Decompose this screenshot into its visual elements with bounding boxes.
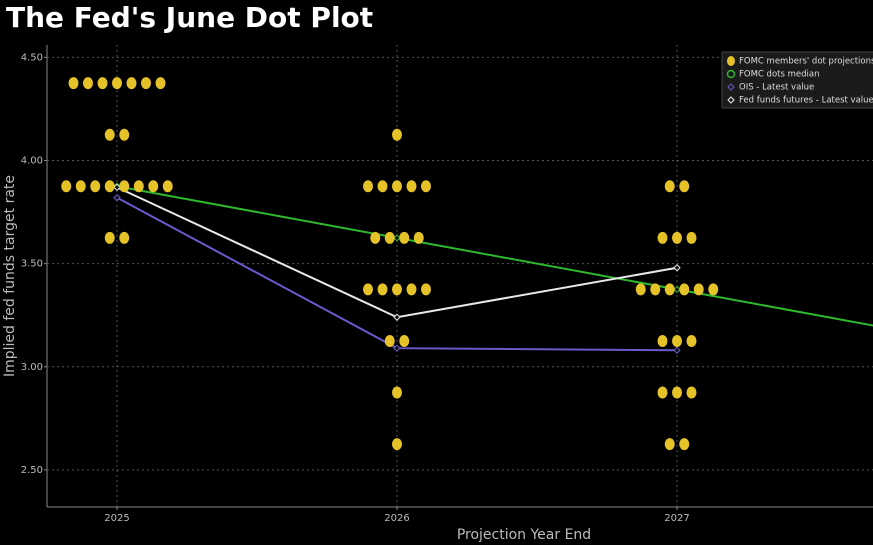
legend-swatch: [727, 56, 735, 66]
y-tick-label: 2.50: [21, 465, 43, 476]
point-marker: [393, 344, 401, 352]
dot: [363, 180, 373, 193]
dot: [126, 77, 137, 90]
point-marker: [673, 264, 681, 272]
dot: [693, 283, 704, 296]
dot: [664, 283, 675, 296]
dot: [392, 386, 402, 399]
dot: [421, 180, 431, 193]
x-tick-label: 2027: [664, 513, 689, 524]
dot: [162, 180, 173, 193]
dot: [664, 438, 675, 451]
dot: [657, 231, 668, 244]
dot: [392, 438, 402, 451]
dot: [384, 334, 395, 347]
dot: [672, 334, 682, 347]
point-marker: [393, 234, 401, 242]
dot: [363, 283, 373, 296]
dot: [104, 231, 115, 244]
dot: [664, 180, 675, 193]
dot: [148, 180, 159, 193]
dot: [672, 231, 682, 244]
dot: [399, 231, 410, 244]
dot: [141, 77, 151, 90]
dot: [133, 180, 144, 193]
point-marker: [113, 183, 121, 192]
y-tick-label: 3.50: [21, 259, 43, 270]
dot: [392, 128, 402, 141]
x-axis-label: Projection Year End: [457, 527, 591, 543]
dot: [686, 386, 697, 399]
dot: [686, 231, 697, 244]
dot: [119, 128, 130, 141]
dot: [384, 231, 395, 244]
dot: [406, 283, 417, 296]
dot: [679, 180, 690, 193]
point-marker: [113, 193, 121, 202]
legend-label: OIS - Latest value: [739, 83, 814, 93]
y-tick-label: 4.50: [21, 52, 43, 63]
legend-label: FOMC dots median: [739, 70, 819, 80]
dot: [650, 283, 661, 296]
legend-label: FOMC members' dot projections f: [739, 57, 873, 67]
dot: [155, 77, 166, 90]
y-tick-label: 3.00: [21, 362, 43, 373]
x-tick-label: 2025: [104, 513, 129, 524]
dot: [112, 77, 122, 90]
dot: [686, 334, 697, 347]
dot: [104, 128, 115, 141]
dot: [377, 283, 388, 296]
y-axis-label: Implied fed funds target rate: [2, 175, 18, 377]
legend-box: [721, 51, 873, 109]
dot: [119, 231, 130, 244]
dot: [679, 283, 690, 296]
dot: [377, 180, 388, 193]
dot: [406, 180, 417, 193]
dot: [97, 77, 108, 90]
point-marker: [673, 346, 681, 354]
dot: [83, 77, 93, 90]
dot: [392, 180, 402, 193]
x-tick-label: 2026: [384, 513, 409, 524]
legend-swatch: [727, 96, 735, 104]
legend-swatch: [726, 69, 736, 79]
dot: [119, 180, 130, 193]
dot: [61, 180, 72, 193]
legend: FOMC members' dot projections f FOMC dots…: [721, 51, 873, 109]
dot: [370, 231, 381, 244]
dot: [104, 180, 115, 193]
legend-swatch: [727, 83, 735, 91]
point-marker: [673, 285, 681, 294]
dot: [68, 77, 79, 90]
dot: [657, 334, 668, 347]
dot: [90, 180, 101, 193]
y-tick-label: 4.00: [21, 156, 43, 167]
dot: [413, 231, 424, 244]
dot: [421, 283, 431, 296]
dot: [75, 180, 86, 193]
point-marker: [393, 313, 401, 321]
dot: [679, 438, 690, 451]
dot: [635, 283, 646, 296]
dot: [708, 283, 719, 296]
dot: [392, 283, 402, 296]
series-line: [116, 185, 873, 327]
dot: [657, 386, 668, 399]
dot: [399, 334, 410, 347]
dot: [672, 386, 682, 399]
chart-title: The Fed's June Dot Plot: [6, 1, 373, 34]
legend-label: Fed funds futures - Latest value: [739, 96, 873, 106]
plot-area: [47, 45, 873, 507]
